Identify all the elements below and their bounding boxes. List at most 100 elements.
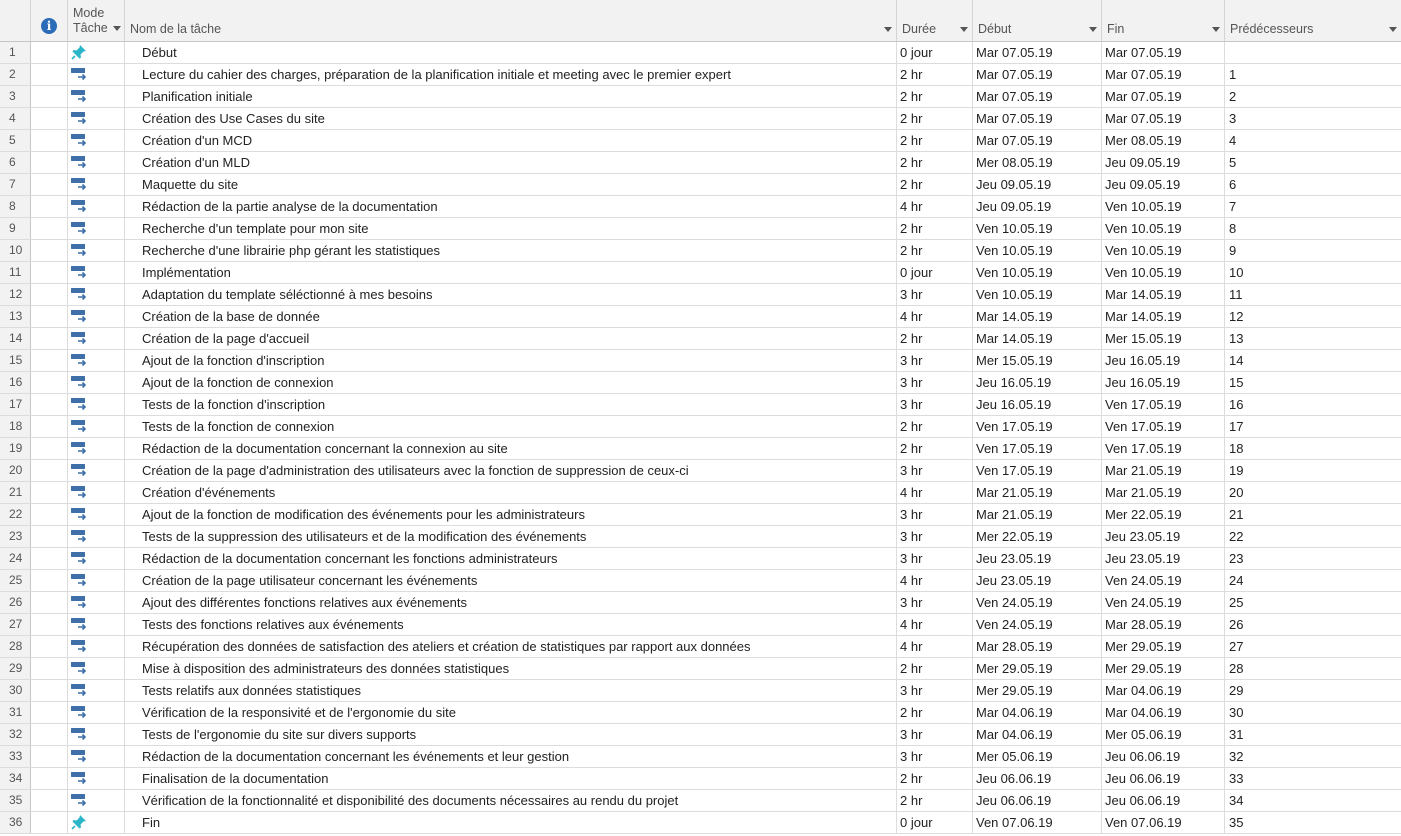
table-row[interactable]: 9 Recherche d'un template pour mon site 2 …: [0, 218, 1401, 240]
indicator-cell[interactable]: [31, 328, 68, 349]
indicator-cell[interactable]: [31, 658, 68, 679]
start-cell[interactable]: Jeu 09.05.19: [973, 196, 1102, 217]
table-row[interactable]: 34 Finalisation de la documentation 2 hr Je…: [0, 768, 1401, 790]
table-row[interactable]: 1 Début 0 jour Mar 07.05.19 Mar 07.05.19: [0, 42, 1401, 64]
indicator-cell[interactable]: [31, 86, 68, 107]
task-mode-cell[interactable]: [68, 482, 125, 503]
start-cell[interactable]: Jeu 06.06.19: [973, 768, 1102, 789]
row-id[interactable]: 36: [0, 812, 31, 833]
start-cell[interactable]: Ven 10.05.19: [973, 240, 1102, 261]
row-id[interactable]: 18: [0, 416, 31, 437]
predecessors-cell[interactable]: 2: [1229, 89, 1237, 104]
duration-cell[interactable]: 4 hr: [897, 614, 973, 635]
start-cell[interactable]: Jeu 16.05.19: [973, 372, 1102, 393]
task-mode-cell[interactable]: [68, 526, 125, 547]
predecessors-cell[interactable]: 32: [1229, 749, 1244, 764]
row-id[interactable]: 27: [0, 614, 31, 635]
task-mode-cell[interactable]: [68, 746, 125, 767]
finish-cell[interactable]: Ven 17.05.19: [1102, 438, 1225, 459]
duration-cell[interactable]: 4 hr: [897, 482, 973, 503]
row-id[interactable]: 29: [0, 658, 31, 679]
start-cell[interactable]: Jeu 06.06.19: [973, 790, 1102, 811]
table-row[interactable]: 17 Tests de la fonction d'inscription 3 hr…: [0, 394, 1401, 416]
indicator-cell[interactable]: [31, 64, 68, 85]
row-id[interactable]: 24: [0, 548, 31, 569]
task-name-cell[interactable]: Tests de la suppression des utilisateurs…: [125, 526, 897, 547]
duration-cell[interactable]: 2 hr: [897, 130, 973, 151]
task-name-cell[interactable]: Ajout des différentes fonctions relative…: [125, 592, 897, 613]
duration-cell[interactable]: 2 hr: [897, 240, 973, 261]
indicator-cell[interactable]: [31, 130, 68, 151]
chevron-down-icon[interactable]: [1389, 27, 1397, 32]
task-name-cell[interactable]: Rédaction de la documentation concernant…: [125, 548, 897, 569]
task-mode-cell[interactable]: [68, 812, 125, 833]
finish-cell[interactable]: Mar 21.05.19: [1102, 460, 1225, 481]
indicator-cell[interactable]: [31, 240, 68, 261]
start-cell[interactable]: Mar 14.05.19: [973, 328, 1102, 349]
start-cell[interactable]: Jeu 23.05.19: [973, 548, 1102, 569]
task-name-cell[interactable]: Rédaction de la documentation concernant…: [125, 746, 897, 767]
start-cell[interactable]: Mar 21.05.19: [973, 504, 1102, 525]
row-id[interactable]: 3: [0, 86, 31, 107]
row-id[interactable]: 4: [0, 108, 31, 129]
duration-cell[interactable]: 4 hr: [897, 636, 973, 657]
task-mode-cell[interactable]: [68, 240, 125, 261]
row-id[interactable]: 17: [0, 394, 31, 415]
task-name-cell[interactable]: Ajout de la fonction d'inscription: [125, 350, 897, 371]
row-id[interactable]: 16: [0, 372, 31, 393]
duration-cell[interactable]: 3 hr: [897, 680, 973, 701]
duration-cell[interactable]: 2 hr: [897, 174, 973, 195]
start-cell[interactable]: Mar 21.05.19: [973, 482, 1102, 503]
row-id[interactable]: 21: [0, 482, 31, 503]
finish-cell[interactable]: Mer 29.05.19: [1102, 636, 1225, 657]
table-row[interactable]: 16 Ajout de la fonction de connexion 3 hr J…: [0, 372, 1401, 394]
task-name-cell[interactable]: Création de la page d'administration des…: [125, 460, 897, 481]
row-id[interactable]: 6: [0, 152, 31, 173]
table-row[interactable]: 19 Rédaction de la documentation concerna…: [0, 438, 1401, 460]
indicator-cell[interactable]: [31, 548, 68, 569]
duration-cell[interactable]: 0 jour: [897, 42, 973, 63]
task-name-cell[interactable]: Création de la page utilisateur concerna…: [125, 570, 897, 591]
finish-cell[interactable]: Mar 04.06.19: [1102, 680, 1225, 701]
indicator-cell[interactable]: [31, 284, 68, 305]
start-cell[interactable]: Ven 17.05.19: [973, 416, 1102, 437]
task-mode-cell[interactable]: [68, 460, 125, 481]
chevron-down-icon[interactable]: [112, 26, 121, 32]
indicator-cell[interactable]: [31, 812, 68, 833]
task-mode-cell[interactable]: [68, 790, 125, 811]
start-cell[interactable]: Jeu 23.05.19: [973, 570, 1102, 591]
chevron-down-icon[interactable]: [960, 27, 968, 32]
table-row[interactable]: 23 Tests de la suppression des utilisateu…: [0, 526, 1401, 548]
finish-cell[interactable]: Mar 14.05.19: [1102, 306, 1225, 327]
predecessors-cell[interactable]: 22: [1229, 529, 1244, 544]
row-id[interactable]: 32: [0, 724, 31, 745]
duration-cell[interactable]: 3 hr: [897, 350, 973, 371]
predecessors-cell[interactable]: 8: [1229, 221, 1237, 236]
start-cell[interactable]: Mar 07.05.19: [973, 130, 1102, 151]
predecessors-cell[interactable]: 19: [1229, 463, 1244, 478]
table-row[interactable]: 31 Vérification de la responsivité et de …: [0, 702, 1401, 724]
task-name-cell[interactable]: Planification initiale: [125, 86, 897, 107]
predecessors-cell[interactable]: 30: [1229, 705, 1244, 720]
task-mode-cell[interactable]: [68, 130, 125, 151]
predecessors-cell[interactable]: 10: [1229, 265, 1244, 280]
finish-cell[interactable]: Mer 05.06.19: [1102, 724, 1225, 745]
indicator-cell[interactable]: [31, 108, 68, 129]
indicator-cell[interactable]: [31, 746, 68, 767]
table-row[interactable]: 7 Maquette du site 2 hr Jeu 09.05.19 Jeu 09.…: [0, 174, 1401, 196]
indicator-cell[interactable]: [31, 636, 68, 657]
indicator-cell[interactable]: [31, 482, 68, 503]
indicator-cell[interactable]: [31, 614, 68, 635]
row-id[interactable]: 26: [0, 592, 31, 613]
predecessors-column-header[interactable]: Prédécesseurs: [1225, 0, 1401, 41]
indicator-cell[interactable]: [31, 724, 68, 745]
predecessors-cell[interactable]: 3: [1229, 111, 1237, 126]
row-id[interactable]: 10: [0, 240, 31, 261]
predecessors-cell[interactable]: 9: [1229, 243, 1237, 258]
finish-cell[interactable]: Ven 17.05.19: [1102, 394, 1225, 415]
indicators-column-header[interactable]: i: [31, 0, 68, 41]
table-row[interactable]: 14 Création de la page d'accueil 2 hr Mar 1…: [0, 328, 1401, 350]
start-cell[interactable]: Ven 17.05.19: [973, 438, 1102, 459]
duration-cell[interactable]: 3 hr: [897, 394, 973, 415]
predecessors-cell[interactable]: 15: [1229, 375, 1244, 390]
